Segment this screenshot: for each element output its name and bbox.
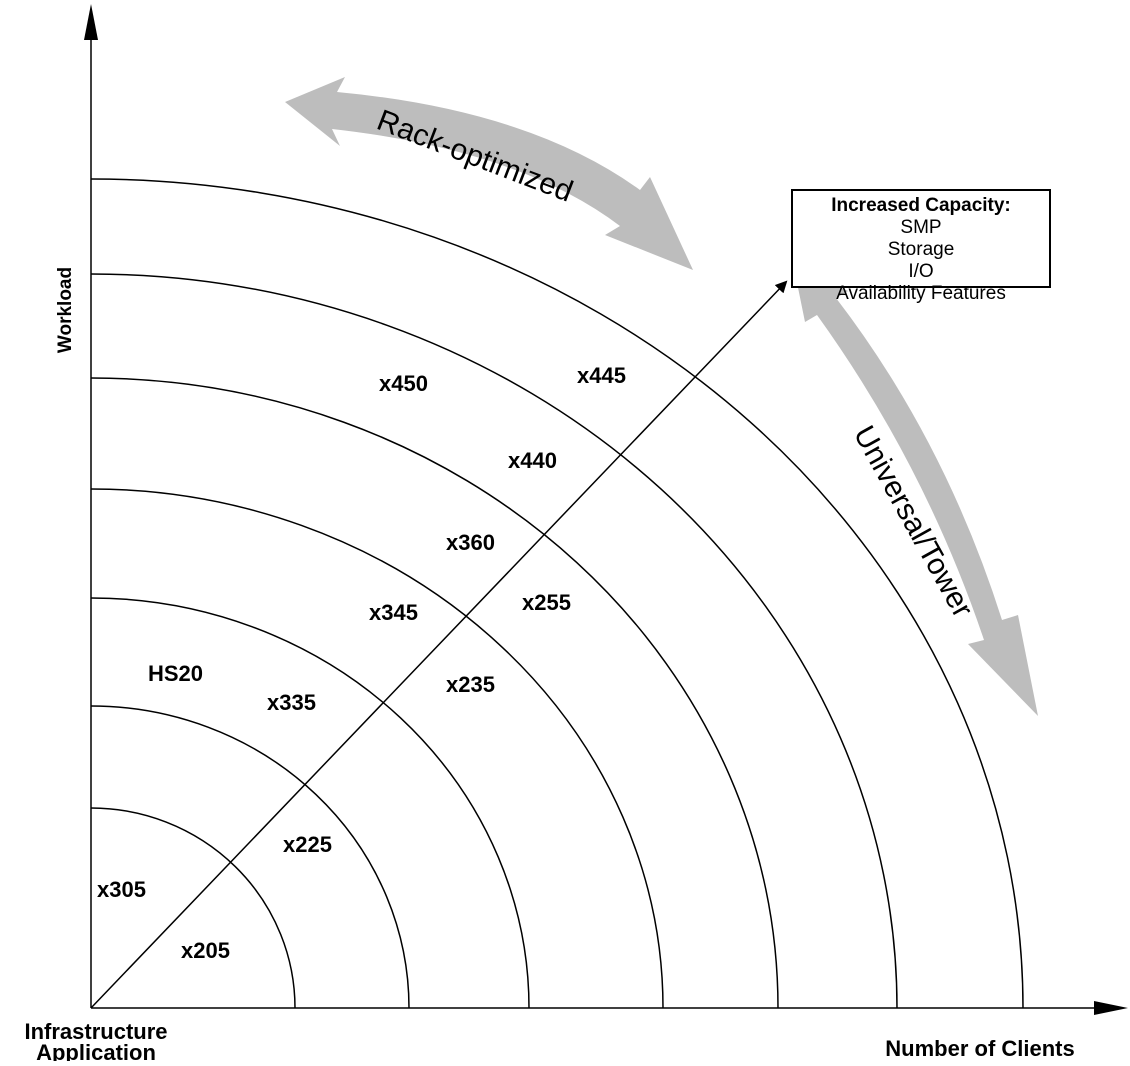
- server-label: x450: [379, 371, 428, 396]
- capacity-item-smp: SMP: [900, 217, 942, 238]
- y-axis-arrowhead: [84, 4, 98, 40]
- universal-tower-arrow: [793, 263, 1038, 716]
- server-label: x345: [369, 600, 418, 625]
- arc-2: [90, 705, 410, 1009]
- capacity-item-io: I/O: [908, 261, 934, 282]
- server-label: x360: [446, 530, 495, 555]
- increased-capacity-box: Increased Capacity: SMP Storage I/O Avai…: [791, 189, 1051, 304]
- arc-1: [90, 807, 296, 1009]
- server-label: x235: [446, 672, 495, 697]
- arc-4: [90, 488, 664, 1009]
- capacity-item-storage: Storage: [887, 239, 955, 260]
- server-label: x440: [508, 448, 557, 473]
- arc-3: [90, 597, 530, 1009]
- server-label: x445: [577, 363, 626, 388]
- server-label: x305: [97, 877, 146, 902]
- clients-axis-label: Number of Clients: [885, 1036, 1074, 1061]
- server-label: x225: [283, 832, 332, 857]
- capacity-item-availability: Availability Features: [836, 283, 1006, 304]
- server-label: x335: [267, 690, 316, 715]
- workload-axis-label: Workload: [55, 267, 76, 353]
- x-axis-arrowhead: [1094, 1001, 1128, 1015]
- capacity-diagonal-arrow: [90, 280, 788, 1009]
- arc-7: [90, 178, 1024, 1009]
- origin-label-line1: Infrastructure: [24, 1019, 167, 1044]
- server-labels: x305 x205 x225 HS20 x335 x345 x235 x360 …: [97, 363, 626, 963]
- rack-optimized-arrow: [285, 77, 693, 270]
- capacity-arcs: [90, 178, 1024, 1009]
- capacity-box-title: Increased Capacity:: [831, 195, 1011, 216]
- origin-label-line2: Application: [36, 1040, 156, 1061]
- arc-5: [90, 377, 779, 1009]
- server-label: x205: [181, 938, 230, 963]
- server-label: x255: [522, 590, 571, 615]
- server-label: HS20: [148, 661, 203, 686]
- arc-6: [90, 273, 898, 1009]
